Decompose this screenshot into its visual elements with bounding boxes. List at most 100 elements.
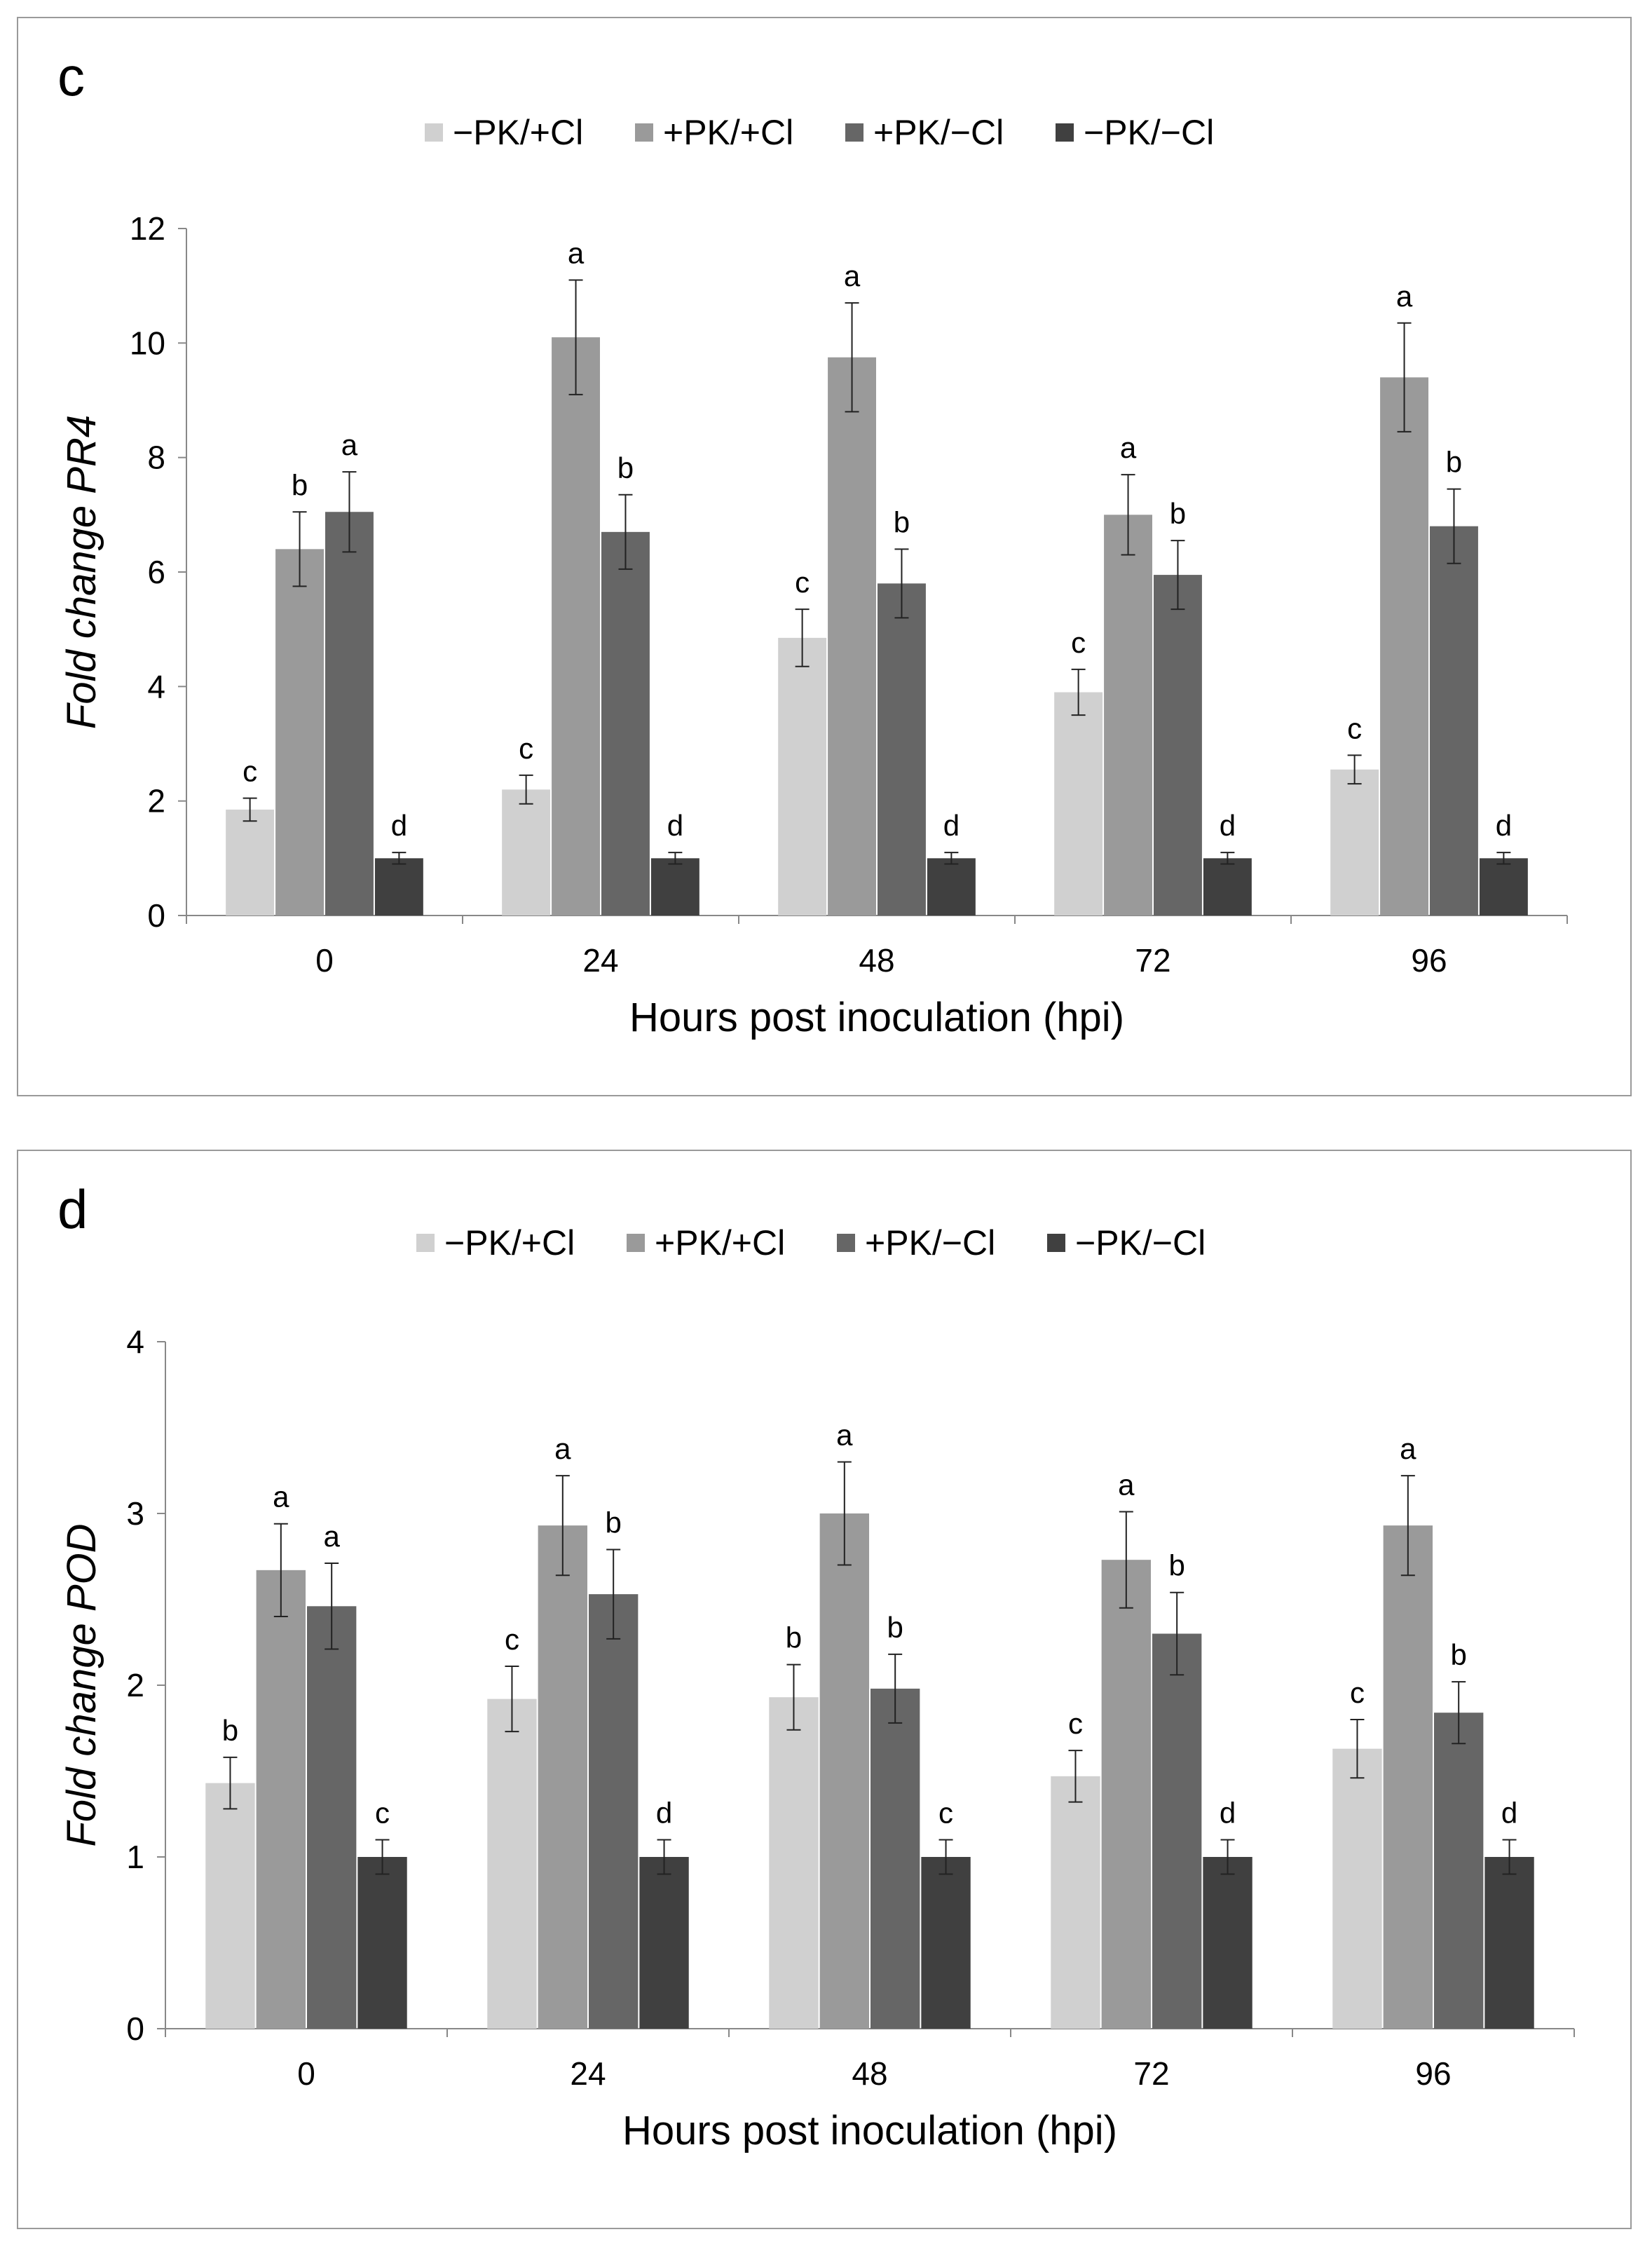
sig-letter-d-2-3: c xyxy=(938,1797,953,1830)
bar-c-0-0 xyxy=(226,809,275,916)
sig-letter-d-3-2: b xyxy=(1169,1549,1185,1582)
bar-c-4-2 xyxy=(1430,526,1478,916)
sig-letter-c-2-0: c xyxy=(795,566,810,599)
legend-label-d-0: −PK/+Cl xyxy=(444,1223,575,1262)
bar-c-2-0 xyxy=(778,637,827,916)
bar-d-0-2 xyxy=(307,1606,357,2029)
sig-letter-d-1-3: d xyxy=(656,1797,672,1830)
bar-d-0-3 xyxy=(357,1857,407,2029)
bar-c-3-1 xyxy=(1104,515,1152,916)
y-tick-label-c-1: 2 xyxy=(147,783,165,819)
chart-c-svg: c−PK/+Cl +PK/+Cl +PK/−Cl −PK/−Cl0246810120c… xyxy=(57,46,1568,1040)
bar-d-2-2 xyxy=(871,1688,920,2029)
x-tick-label-c-4: 96 xyxy=(1411,942,1447,979)
bar-c-4-0 xyxy=(1330,769,1379,916)
legend-label-d-2: +PK/−Cl xyxy=(865,1223,995,1262)
sig-letter-d-1-1: a xyxy=(554,1432,571,1465)
y-tick-label-c-6: 12 xyxy=(130,210,165,247)
bar-d-4-1 xyxy=(1383,1525,1433,2029)
y-tick-label-c-5: 10 xyxy=(130,325,165,361)
sig-letter-c-0-3: d xyxy=(391,809,407,842)
legend-swatch-c-2 xyxy=(845,123,863,142)
bar-c-3-3 xyxy=(1203,858,1252,916)
sig-letter-c-1-2: b xyxy=(617,451,634,484)
bar-d-1-0 xyxy=(487,1699,537,2029)
bar-d-1-3 xyxy=(639,1857,689,2029)
x-axis-title-c: Hours post inoculation (hpi) xyxy=(629,995,1124,1040)
x-tick-label-c-2: 48 xyxy=(859,942,894,979)
bar-d-2-0 xyxy=(769,1697,819,2029)
sig-letter-c-2-3: d xyxy=(943,809,960,842)
bar-c-3-0 xyxy=(1054,692,1103,916)
bar-c-3-2 xyxy=(1154,575,1202,916)
bar-c-2-2 xyxy=(878,583,926,916)
sig-letter-c-0-0: c xyxy=(243,755,257,788)
sig-letter-d-0-0: b xyxy=(222,1714,238,1747)
y-tick-label-c-3: 6 xyxy=(147,554,165,590)
y-tick-label-c-0: 0 xyxy=(147,897,165,934)
x-tick-label-c-1: 24 xyxy=(582,942,618,979)
legend-swatch-c-3 xyxy=(1056,123,1074,142)
bar-c-2-1 xyxy=(828,357,876,916)
sig-letter-d-0-1: a xyxy=(273,1481,289,1513)
x-tick-label-d-3: 72 xyxy=(1133,2055,1169,2092)
sig-letter-c-0-2: a xyxy=(341,428,358,461)
legend-label-c-1: +PK/+Cl xyxy=(663,113,793,152)
bar-d-3-3 xyxy=(1203,1857,1252,2029)
legend-swatch-d-3 xyxy=(1047,1234,1065,1252)
bar-d-1-1 xyxy=(538,1525,587,2029)
y-axis-title-d: Fold change POD xyxy=(59,1523,104,1846)
bar-c-4-1 xyxy=(1380,377,1428,916)
panel-label-d: d xyxy=(57,1178,88,1240)
y-tick-label-d-0: 0 xyxy=(126,2010,144,2047)
sig-letter-d-1-0: c xyxy=(505,1623,519,1656)
sig-letter-c-0-1: b xyxy=(292,468,308,501)
bar-d-2-1 xyxy=(819,1513,869,2029)
x-tick-label-d-4: 96 xyxy=(1415,2055,1451,2092)
chart-panel-c: c −PK/+Cl +PK/+Cl +PK/−Cl −PK/−Cl 0 2 4 6 8 10 12 0 c… xyxy=(17,17,1632,1096)
sig-letter-d-3-1: a xyxy=(1118,1469,1135,1502)
legend-label-c-0: −PK/+Cl xyxy=(453,113,583,152)
sig-letter-c-1-1: a xyxy=(568,237,585,270)
bar-c-2-3 xyxy=(927,858,976,916)
sig-letter-d-2-2: b xyxy=(887,1611,903,1644)
sig-letter-c-2-1: a xyxy=(844,259,861,292)
sig-letter-d-4-1: a xyxy=(1400,1432,1417,1465)
y-tick-label-c-2: 4 xyxy=(147,668,165,705)
legend-swatch-c-0 xyxy=(425,123,443,142)
legend-swatch-d-0 xyxy=(416,1234,435,1252)
bar-c-1-2 xyxy=(601,531,650,916)
bar-d-3-0 xyxy=(1051,1776,1100,2029)
x-tick-label-c-3: 72 xyxy=(1135,942,1170,979)
sig-letter-d-1-2: b xyxy=(606,1506,622,1539)
bar-d-3-1 xyxy=(1101,1560,1151,2029)
sig-letter-d-3-0: c xyxy=(1068,1707,1083,1740)
legend-label-c-3: −PK/−Cl xyxy=(1084,113,1214,152)
bar-d-0-0 xyxy=(205,1783,255,2029)
x-axis-title-d: Hours post inoculation (hpi) xyxy=(622,2108,1117,2153)
chart-d-svg: d −PK/+Cl +PK/+Cl +PK/−Cl −PK/−Cl 0 1 2 3 4 0 b a a c 2… xyxy=(57,1178,1575,2153)
x-tick-label-c-0: 0 xyxy=(315,942,334,979)
bar-d-0-1 xyxy=(256,1570,306,2029)
sig-letter-c-4-2: b xyxy=(1446,446,1462,479)
panel-label-c: c xyxy=(57,46,85,107)
sig-letter-c-3-0: c xyxy=(1071,626,1086,659)
y-tick-label-d-3: 3 xyxy=(126,1495,144,1532)
sig-letter-d-0-3: c xyxy=(375,1797,390,1830)
bar-c-4-3 xyxy=(1479,858,1528,916)
sig-letter-c-3-3: d xyxy=(1220,809,1236,842)
legend-swatch-d-2 xyxy=(837,1234,855,1252)
sig-letter-d-4-2: b xyxy=(1451,1638,1467,1671)
bar-d-4-3 xyxy=(1484,1857,1534,2029)
x-tick-label-d-1: 24 xyxy=(570,2055,606,2092)
bar-c-0-1 xyxy=(275,549,324,916)
y-tick-label-d-1: 1 xyxy=(126,1839,144,1875)
y-tick-label-c-4: 8 xyxy=(147,440,165,476)
sig-letter-c-2-2: b xyxy=(894,505,910,538)
bar-c-0-3 xyxy=(374,858,423,916)
chart-panel-d: d −PK/+Cl +PK/+Cl +PK/−Cl −PK/−Cl 0 1 2 3 4 0 b a a c 2… xyxy=(17,1150,1632,2229)
sig-letter-c-1-3: d xyxy=(667,809,683,842)
sig-letter-d-0-2: a xyxy=(324,1520,341,1553)
sig-letter-d-2-0: b xyxy=(786,1621,802,1654)
bar-c-0-2 xyxy=(325,512,374,916)
